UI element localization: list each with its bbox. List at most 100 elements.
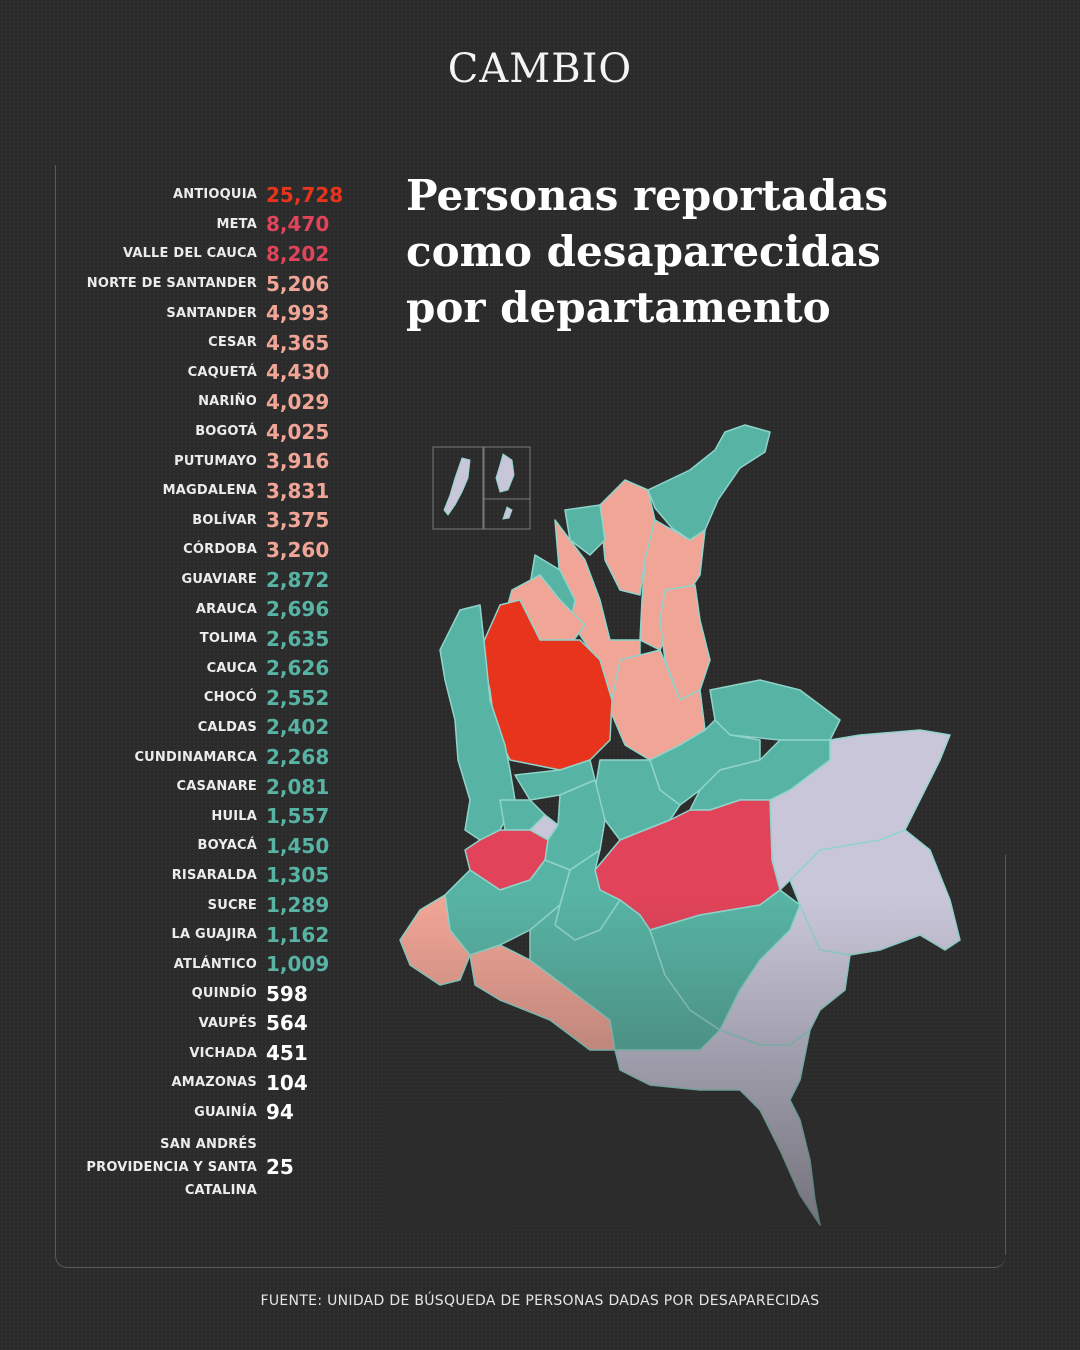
department-value: 598 [266, 981, 308, 1006]
department-row: CUNDINAMARCA 2,268 [60, 742, 360, 772]
department-value: 2,268 [266, 745, 330, 770]
department-name: CASANARE [176, 779, 257, 795]
department-value: 1,450 [266, 833, 330, 858]
department-value: 4,025 [266, 419, 330, 444]
department-value: 1,289 [266, 893, 330, 918]
department-row: CESAR 4,365 [60, 328, 360, 358]
department-value: 2,696 [266, 597, 330, 622]
frame-right-line [1005, 855, 1006, 1255]
department-value: 1,557 [266, 804, 330, 829]
department-value: 2,402 [266, 715, 330, 740]
department-name: SANTANDER [166, 305, 257, 321]
department-row: PUTUMAYO 3,916 [60, 446, 360, 476]
department-value: 2,626 [266, 656, 330, 681]
department-name: CAQUETÁ [187, 364, 257, 380]
department-value: 3,260 [266, 537, 330, 562]
department-row: CÓRDOBA 3,260 [60, 535, 360, 565]
department-value: 1,162 [266, 922, 330, 947]
department-name: PUTUMAYO [174, 453, 257, 469]
department-row: ATLÁNTICO 1,009 [60, 949, 360, 979]
department-name: VAUPÉS [198, 1015, 257, 1031]
department-row: BOGOTÁ 4,025 [60, 417, 360, 447]
department-row: ARAUCA 2,696 [60, 594, 360, 624]
department-name: TOLIMA [199, 631, 257, 647]
department-value: 25 [266, 1155, 294, 1179]
department-value: 3,375 [266, 508, 330, 533]
department-value: 2,081 [266, 774, 330, 799]
department-name: LA GUAJIRA [171, 927, 257, 943]
map-arauca [709, 679, 841, 741]
department-value: 1,305 [266, 863, 330, 888]
department-value: 2,872 [266, 567, 330, 592]
department-name: AMAZONAS [171, 1075, 257, 1091]
department-name: ATLÁNTICO [173, 956, 257, 972]
map-shade [380, 900, 1000, 1230]
department-value: 8,470 [266, 212, 330, 237]
department-value: 104 [266, 1070, 308, 1095]
department-row: TOLIMA 2,635 [60, 624, 360, 654]
department-row: VICHADA 451 [60, 1038, 360, 1068]
department-row: BOLÍVAR 3,375 [60, 506, 360, 536]
department-row: HUILA 1,557 [60, 801, 360, 831]
map-santa-catalina [502, 506, 513, 520]
department-row: ANTIOQUIA 25,728 [60, 180, 360, 210]
department-row: GUAVIARE 2,872 [60, 565, 360, 595]
content-frame [55, 165, 1006, 1268]
department-name: CAUCA [206, 660, 257, 676]
department-row: QUINDÍO 598 [60, 979, 360, 1009]
department-row: VALLE DEL CAUCA 8,202 [60, 239, 360, 269]
department-row: SUCRE 1,289 [60, 890, 360, 920]
department-name: CHOCÓ [203, 690, 257, 706]
department-value: 4,993 [266, 301, 330, 326]
department-row: AMAZONAS 104 [60, 1068, 360, 1098]
department-name: CÓRDOBA [183, 542, 257, 558]
department-name: CALDAS [197, 719, 257, 735]
department-value: 5,206 [266, 271, 330, 296]
department-name: NORTE DE SANTANDER [86, 276, 257, 292]
department-name: VICHADA [189, 1045, 257, 1061]
department-value: 94 [266, 1100, 294, 1125]
map-san-andres [443, 457, 471, 516]
department-value: 3,831 [266, 478, 330, 503]
inset-san-andres-box [432, 446, 484, 530]
title-line-3: por departamento [406, 283, 831, 332]
department-name: GUAINÍA [194, 1104, 257, 1120]
department-value: 3,916 [266, 449, 330, 474]
department-name: QUINDÍO [191, 986, 257, 1002]
source-note: FUENTE: UNIDAD DE BÚSQUEDA DE PERSONAS D… [260, 1293, 820, 1309]
department-value: 25,728 [266, 182, 344, 207]
map-la-guajira [647, 424, 771, 541]
title-line-1: Personas reportadas [406, 171, 889, 220]
department-row: RISARALDA 1,305 [60, 861, 360, 891]
department-name: META [216, 216, 257, 232]
department-row: CHOCÓ 2,552 [60, 683, 360, 713]
department-name: MAGDALENA [162, 483, 257, 499]
department-row: BOYACÁ 1,450 [60, 831, 360, 861]
department-row: GUAINÍA 94 [60, 1097, 360, 1127]
department-row: LA GUAJIRA 1,162 [60, 920, 360, 950]
department-value: 2,552 [266, 685, 330, 710]
department-row: SAN ANDRÉS PROVIDENCIA Y SANTA CATALINA 2… [60, 1129, 360, 1205]
department-row: SANTANDER 4,993 [60, 298, 360, 328]
department-row: VAUPÉS 564 [60, 1009, 360, 1039]
department-name: RISARALDA [171, 867, 257, 883]
department-row: CASANARE 2,081 [60, 772, 360, 802]
cambio-logo: CAMBIO [447, 46, 633, 92]
department-name: GUAVIARE [181, 572, 257, 588]
department-value: 451 [266, 1041, 308, 1066]
map-vichada [769, 729, 951, 891]
department-name: CUNDINAMARCA [134, 749, 257, 765]
department-row: MAGDALENA 3,831 [60, 476, 360, 506]
department-value: 564 [266, 1011, 308, 1036]
department-list: ANTIOQUIA 25,728 META 8,470 VALLE DEL CAUCA 8… [60, 180, 360, 1205]
department-value: 1,009 [266, 952, 330, 977]
department-row: NARIÑO 4,029 [60, 387, 360, 417]
department-name: BOLÍVAR [192, 512, 257, 528]
inset-santa-catalina-box [483, 498, 531, 530]
department-name: NARIÑO [198, 394, 257, 410]
title-line-2: como desaparecidas [406, 227, 881, 276]
department-row: CAUCA 2,626 [60, 654, 360, 684]
department-row: CAQUETÁ 4,430 [60, 358, 360, 388]
map-providencia [495, 453, 515, 493]
